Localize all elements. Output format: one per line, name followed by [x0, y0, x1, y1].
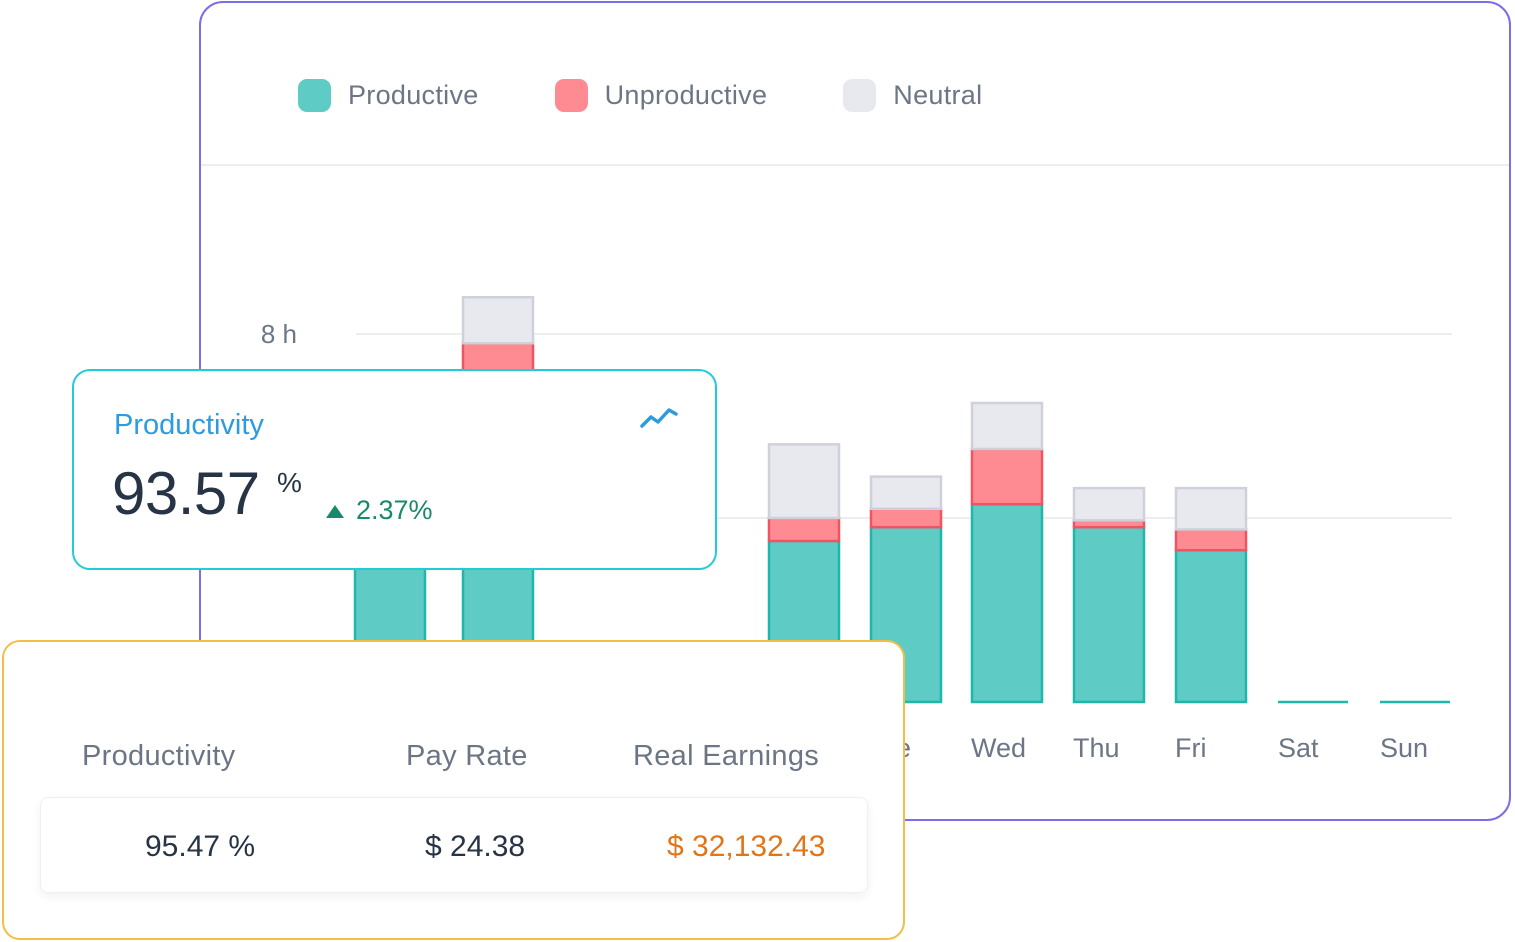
productivity-title: Productivity [114, 409, 264, 441]
bar-thu-neutral [1072, 486, 1146, 522]
legend-label-productive: Productive [348, 79, 479, 110]
up-arrow-icon [326, 505, 344, 518]
bar-fri-neutral [1174, 486, 1248, 531]
legend-item-neutral[interactable]: Neutral [843, 78, 983, 112]
legend-item-unproductive[interactable]: Unproductive [554, 78, 768, 112]
trend-chart-icon[interactable] [639, 405, 679, 431]
ytick-label: 8 h [261, 319, 297, 349]
value-pay-rate: $ 24.38 [425, 830, 526, 863]
bar-mon-unproductive [767, 516, 841, 543]
bar-tue-unproductive [869, 507, 943, 529]
bar-fri-productive [1174, 548, 1248, 704]
bar-partial-left-2-unproductive [461, 341, 535, 373]
productivity-change: 2.37% [326, 495, 433, 526]
legend-swatch-neutral [843, 78, 877, 112]
chart-divider [201, 164, 1509, 166]
bar-mon-neutral [767, 443, 841, 520]
bar-partial-left-2-neutral [461, 295, 535, 345]
bar-tue-neutral [869, 475, 943, 511]
earnings-row: 95.47 % $ 24.38 $ 32,132.43 [40, 797, 868, 893]
bar-fri-unproductive [1174, 528, 1248, 552]
xtick-label-thu: Thu [1073, 733, 1120, 763]
bar-wed-neutral [970, 401, 1044, 451]
legend-item-productive[interactable]: Productive [298, 78, 479, 112]
header-pay-rate: Pay Rate [406, 740, 528, 772]
header-productivity: Productivity [82, 740, 236, 772]
productivity-unit: % [277, 467, 302, 498]
productivity-card: Productivity 93.57 % 2.37% [72, 369, 717, 570]
xtick-label-wed: Wed [971, 733, 1026, 763]
productivity-change-value: 2.37% [356, 495, 433, 525]
bar-wed-productive [970, 502, 1044, 704]
header-real-earnings: Real Earnings [633, 740, 820, 772]
legend-swatch-productive [298, 78, 331, 112]
legend-swatch-unproductive [554, 78, 588, 112]
value-productivity: 95.47 % [145, 830, 256, 863]
legend-label-unproductive: Unproductive [604, 79, 768, 110]
value-real-earnings: $ 32,132.43 [667, 830, 826, 863]
xtick-label-sat: Sat [1278, 733, 1319, 763]
xtick-label-sun: Sun [1380, 733, 1428, 763]
chart-legend: Productive Unproductive Neutral [298, 72, 1058, 118]
earnings-card: Productivity Pay Rate Real Earnings 95.4… [2, 640, 905, 940]
xtick-label-fri: Fri [1175, 733, 1206, 763]
bar-wed-unproductive [970, 447, 1044, 506]
productivity-value: 93.57 [112, 460, 260, 527]
bar-thu-productive [1072, 525, 1146, 704]
legend-label-neutral: Neutral [893, 79, 983, 110]
